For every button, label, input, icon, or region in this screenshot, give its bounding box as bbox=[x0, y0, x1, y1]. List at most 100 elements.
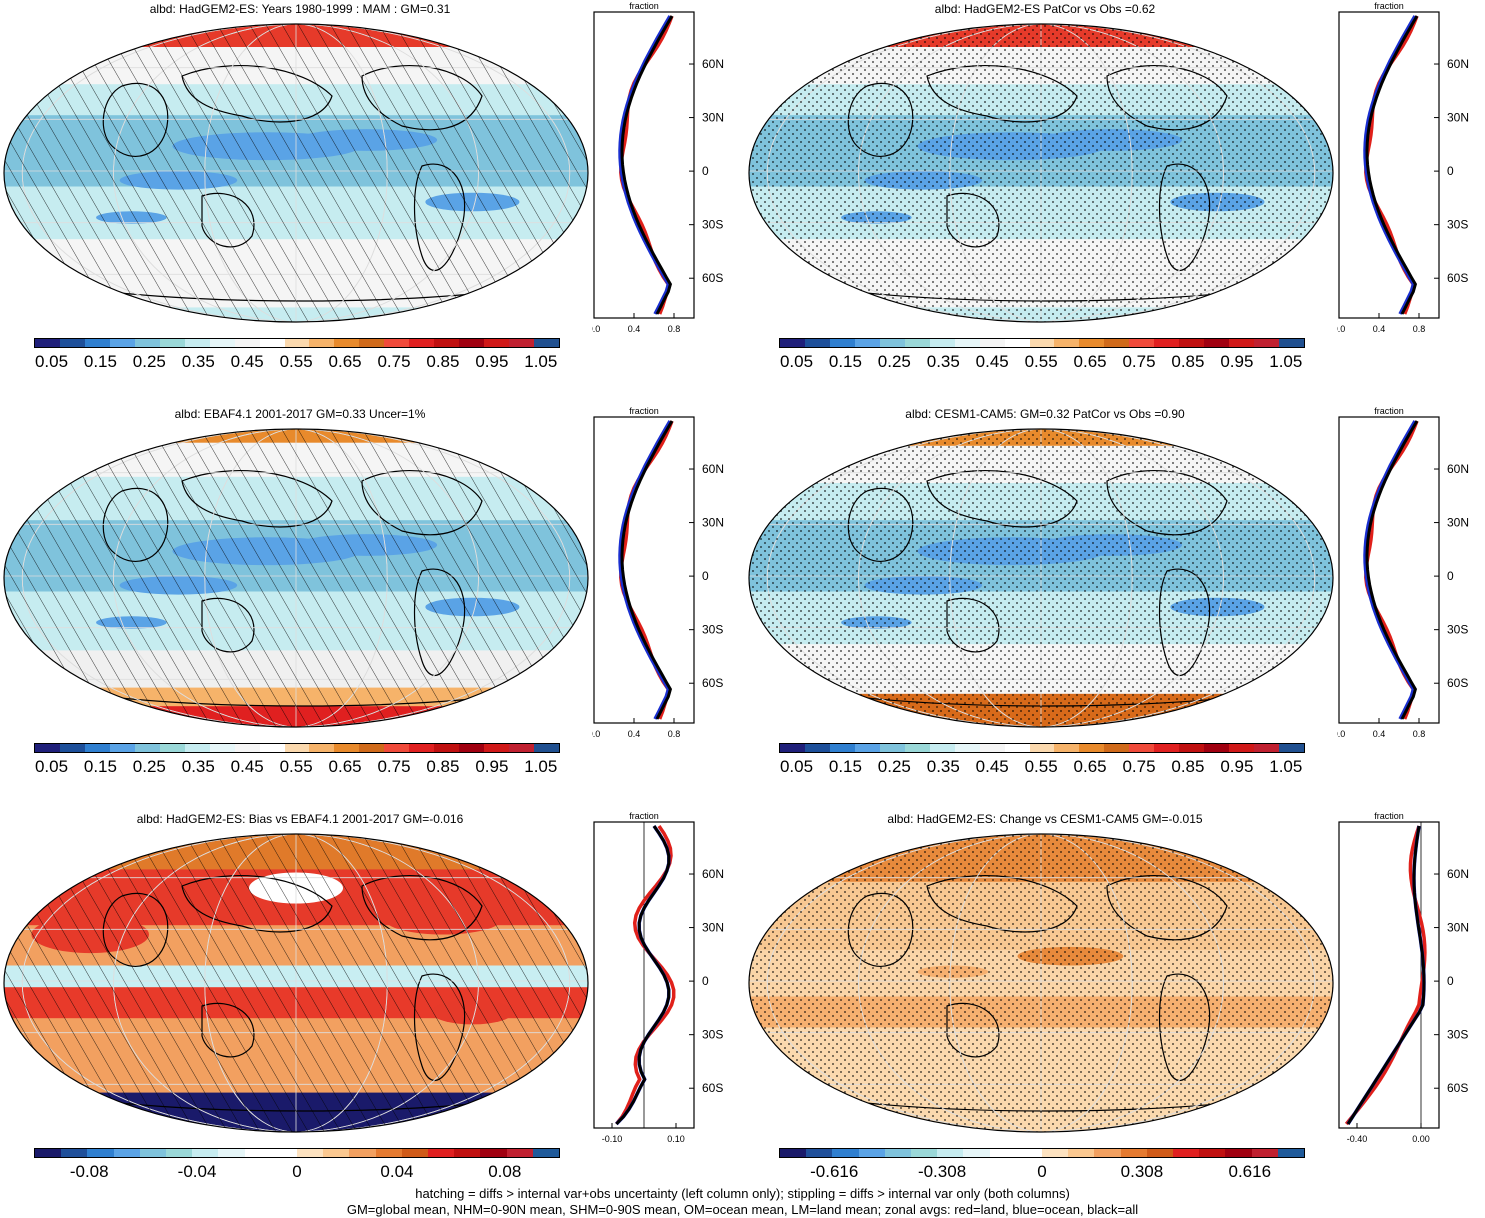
colorbar-label: 0.95 bbox=[475, 352, 509, 371]
colorbar-swatch bbox=[409, 339, 435, 347]
colorbar-swatch bbox=[349, 1149, 376, 1157]
colorbar-swatch bbox=[804, 744, 830, 752]
colorbar bbox=[34, 1148, 560, 1158]
colorbar-swatch bbox=[1129, 339, 1155, 347]
colorbar-swatch bbox=[829, 744, 855, 752]
zonal-value-tick: 0.4 bbox=[628, 324, 641, 334]
colorbar-swatch bbox=[804, 339, 830, 347]
colorbar-swatch bbox=[113, 1149, 140, 1157]
colorbar bbox=[779, 1148, 1305, 1158]
colorbar-swatch bbox=[484, 339, 510, 347]
colorbar-label: 0.55 bbox=[1024, 757, 1058, 776]
zonal-container: fraction 60N 30N 0 30S 60S 0.0 0.4 0.8 bbox=[1333, 0, 1485, 351]
colorbar-swatch bbox=[780, 1149, 807, 1157]
colorbar-label: 0.85 bbox=[1171, 352, 1205, 371]
colorbar-swatch bbox=[84, 744, 110, 752]
colorbar-swatch bbox=[1173, 1149, 1200, 1157]
colorbar-swatch bbox=[854, 339, 880, 347]
zonal-lat-tick: 30N bbox=[1447, 921, 1469, 935]
colorbar-swatch bbox=[61, 1149, 88, 1157]
colorbar-swatch bbox=[954, 744, 980, 752]
zonal-lat-tick: 30N bbox=[1447, 516, 1469, 530]
colorbar-label: 0.85 bbox=[1171, 757, 1205, 776]
colorbar-label: 0.35 bbox=[926, 352, 960, 371]
zonal-value-tick: 0.4 bbox=[1373, 324, 1386, 334]
panel-title: albd: HadGEM2-ES: Bias vs EBAF4.1 2001-2… bbox=[136, 812, 464, 826]
colorbar-label: 1.05 bbox=[524, 757, 558, 776]
zonal-container: fraction 60N 30N 0 30S 60S 0.0 0.4 0.8 bbox=[588, 0, 752, 351]
colorbar-swatch bbox=[1199, 1149, 1226, 1157]
colorbar-swatch bbox=[35, 339, 60, 347]
colorbar-swatch bbox=[234, 744, 260, 752]
map-plot bbox=[3, 23, 589, 323]
colorbar-swatch bbox=[1004, 744, 1030, 752]
zonal-value-tick: 0.10 bbox=[667, 1134, 685, 1144]
colorbar-swatch bbox=[1104, 339, 1130, 347]
colorbar-label: -0.04 bbox=[177, 1162, 217, 1181]
map-plot bbox=[748, 833, 1334, 1133]
colorbar-swatch bbox=[284, 339, 310, 347]
colorbar-label: 0.15 bbox=[83, 757, 117, 776]
zonal-lat-tick: 30N bbox=[702, 516, 724, 530]
zonal-lat-tick: 60N bbox=[702, 462, 724, 476]
map-container bbox=[747, 826, 1335, 1141]
zonal-lat-tick: 60N bbox=[702, 57, 724, 71]
colorbar-swatch bbox=[384, 744, 410, 752]
colorbar-swatch bbox=[480, 1149, 507, 1157]
colorbar-swatch bbox=[234, 339, 260, 347]
map-container bbox=[2, 16, 590, 331]
zonal-line-all bbox=[1346, 825, 1426, 1125]
zonal-lat-tick: 30N bbox=[702, 111, 724, 125]
zonal-container: fraction 60N 30N 0 30S 60S -0.10 0.10 bbox=[592, 810, 752, 1161]
colorbar-label: -0.616 bbox=[810, 1162, 859, 1181]
colorbar-label: 0.65 bbox=[1073, 352, 1107, 371]
colorbar-swatch bbox=[1254, 744, 1280, 752]
colorbar-label: 0.45 bbox=[975, 352, 1009, 371]
zonal-title: fraction bbox=[629, 811, 659, 821]
colorbar-label: 0.25 bbox=[877, 757, 911, 776]
colorbar-swatch bbox=[1015, 1149, 1043, 1157]
zonal-value-tick: 0.8 bbox=[668, 729, 681, 739]
colorbar-swatch bbox=[1179, 744, 1205, 752]
colorbar-swatch bbox=[963, 1149, 990, 1157]
zonal-lat-tick: 60S bbox=[702, 1081, 723, 1095]
colorbar-swatch bbox=[35, 744, 60, 752]
colorbar-swatch bbox=[1029, 744, 1055, 752]
colorbar-swatch bbox=[484, 744, 510, 752]
colorbar-swatch bbox=[159, 744, 185, 752]
colorbar-swatch bbox=[879, 339, 905, 347]
zonal-mean-plot: fraction 60N 30N 0 30S 60S 0.0 0.4 0.8 bbox=[1333, 1, 1469, 334]
colorbar-swatch bbox=[989, 1149, 1016, 1157]
colorbar-swatch bbox=[954, 339, 980, 347]
colorbar-swatch bbox=[109, 744, 135, 752]
zonal-container: fraction 60N 30N 0 30S 60S 0.0 0.4 0.8 bbox=[1333, 405, 1485, 756]
zonal-container: fraction 60N 30N 0 30S 60S -0.40 0.00 bbox=[1337, 810, 1485, 1161]
colorbar-label: 1.05 bbox=[1269, 352, 1303, 371]
colorbar-swatch bbox=[184, 744, 210, 752]
zonal-mean-plot: fraction 60N 30N 0 30S 60S 0.0 0.4 0.8 bbox=[1333, 406, 1469, 739]
zonal-mean-plot: fraction 60N 30N 0 30S 60S 0.0 0.4 0.8 bbox=[588, 406, 724, 739]
colorbar-swatch bbox=[780, 339, 805, 347]
zonal-lat-tick: 0 bbox=[702, 164, 709, 178]
zonal-lat-tick: 30S bbox=[702, 218, 723, 232]
zonal-lat-tick: 60N bbox=[1447, 867, 1469, 881]
zonal-value-tick: 0.8 bbox=[1413, 729, 1426, 739]
colorbar-swatch bbox=[904, 744, 930, 752]
colorbar-swatch bbox=[509, 744, 535, 752]
colorbar-label: 0.85 bbox=[426, 352, 460, 371]
colorbar-swatch bbox=[979, 339, 1005, 347]
colorbar-label: 0.15 bbox=[828, 757, 862, 776]
zonal-lat-tick: 30N bbox=[1447, 111, 1469, 125]
colorbar-label: 0.08 bbox=[488, 1162, 522, 1181]
colorbar-label: 0.45 bbox=[975, 757, 1009, 776]
colorbar-swatch bbox=[359, 339, 385, 347]
colorbar-label: 0.65 bbox=[328, 352, 362, 371]
colorbar-swatch bbox=[284, 744, 310, 752]
zonal-value-tick: 0.8 bbox=[1413, 324, 1426, 334]
colorbar-swatch bbox=[1094, 1149, 1121, 1157]
colorbar-label: 0.15 bbox=[83, 352, 117, 371]
colorbar-label: 0.85 bbox=[426, 757, 460, 776]
colorbar-swatch bbox=[806, 1149, 833, 1157]
zonal-line-all bbox=[1365, 420, 1419, 720]
zonal-lat-tick: 30S bbox=[702, 1028, 723, 1042]
